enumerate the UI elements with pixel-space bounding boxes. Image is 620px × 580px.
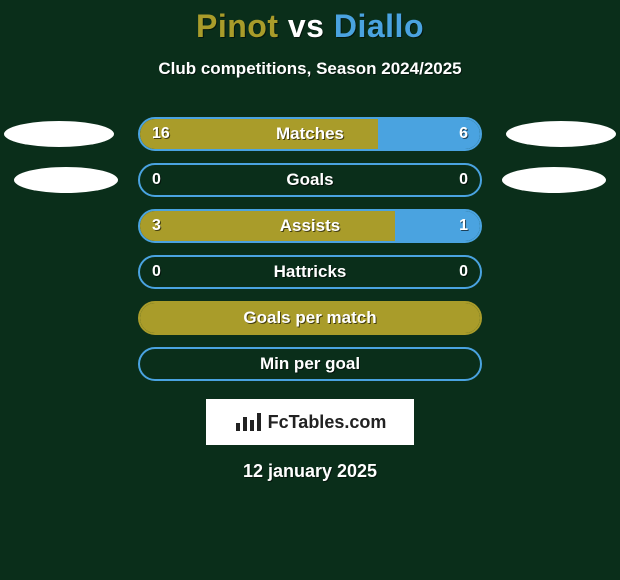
subtitle: Club competitions, Season 2024/2025: [0, 59, 620, 79]
stat-value-p2: 0: [459, 257, 468, 287]
stat-label: Hattricks: [140, 257, 480, 287]
vs-label: vs: [288, 8, 325, 44]
stat-value-p1: 3: [152, 211, 161, 241]
stat-bar: Min per goal: [138, 347, 482, 381]
title: Pinot vs Diallo: [0, 8, 620, 45]
stat-row: Assists31: [0, 207, 620, 253]
bar-fill-p1: [140, 119, 378, 149]
stat-value-p2: 1: [459, 211, 468, 241]
stat-row: Hattricks0 0: [0, 253, 620, 299]
stat-row: Goals0 0: [0, 161, 620, 207]
stat-row: Min per goal: [0, 345, 620, 391]
stat-bar: Assists31: [138, 209, 482, 243]
player1-name: Pinot: [196, 8, 278, 44]
stat-value-p1: 0: [152, 257, 161, 287]
stat-label: Min per goal: [140, 349, 480, 379]
stat-value-p2: 6: [459, 119, 468, 149]
stat-rows: Matches166Goals00Assists31Hattricks00Goa…: [0, 115, 620, 391]
stat-row: Goals per match: [0, 299, 620, 345]
date-label: 12 january 2025: [0, 461, 620, 482]
stat-bar: Hattricks0 0: [138, 255, 482, 289]
bars-icon: [234, 411, 262, 433]
player1-avatar-placeholder: [14, 167, 118, 193]
logo-text: FcTables.com: [268, 412, 387, 433]
bar-fill-full: [140, 303, 480, 333]
stat-value-p2: 0: [459, 165, 468, 195]
player2-avatar-placeholder: [502, 167, 606, 193]
player2-name: Diallo: [334, 8, 424, 44]
bar-fill-p1: [140, 211, 395, 241]
stat-value-p1: 16: [152, 119, 170, 149]
stat-value-p1: 0: [152, 165, 161, 195]
stat-label: Goals: [140, 165, 480, 195]
stat-row: Matches166: [0, 115, 620, 161]
source-logo: FcTables.com: [206, 399, 414, 445]
stat-bar: Goals per match: [138, 301, 482, 335]
player1-avatar-placeholder: [4, 121, 114, 147]
stat-bar: Goals0 0: [138, 163, 482, 197]
player2-avatar-placeholder: [506, 121, 616, 147]
comparison-card: Pinot vs Diallo Club competitions, Seaso…: [0, 0, 620, 482]
stat-bar: Matches166: [138, 117, 482, 151]
